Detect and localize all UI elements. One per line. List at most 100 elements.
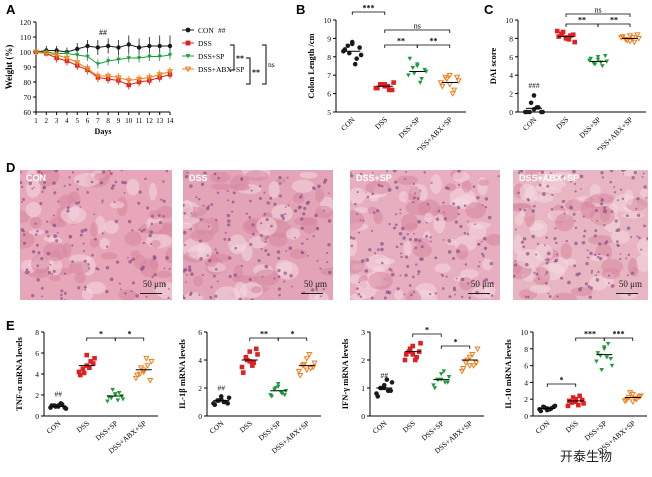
tissue-nucleus xyxy=(277,268,281,273)
tissue-nucleus xyxy=(130,258,133,261)
x-tick-label: DSS xyxy=(373,115,389,131)
tissue-nucleus xyxy=(277,256,280,260)
data-point xyxy=(528,100,534,106)
tissue-nucleus xyxy=(626,274,629,277)
tissue-nucleus xyxy=(207,205,210,208)
tissue-cell xyxy=(640,188,648,198)
tissue-nucleus xyxy=(613,186,616,188)
tissue-nucleus xyxy=(151,275,154,279)
tissue-nucleus xyxy=(380,184,384,188)
tissue-nucleus xyxy=(39,202,43,206)
data-point xyxy=(92,355,97,361)
tissue-nucleus xyxy=(425,221,428,224)
tissue-nucleus xyxy=(167,288,170,290)
tissue-cell xyxy=(375,258,396,265)
tissue-nucleus xyxy=(186,171,189,174)
data-point xyxy=(250,363,255,368)
data-point xyxy=(75,46,80,52)
data-point xyxy=(402,357,408,363)
data-point xyxy=(349,39,355,45)
data-point xyxy=(538,109,544,115)
tissue-cell xyxy=(514,214,524,226)
data-point xyxy=(167,43,173,49)
tissue-cell xyxy=(433,214,446,234)
tissue-nucleus xyxy=(114,180,118,184)
tissue-nucleus xyxy=(513,274,516,278)
tissue-nucleus xyxy=(210,286,213,289)
data-point xyxy=(90,361,96,366)
data-point xyxy=(76,369,82,375)
x-tick-label: DSS+ABX+SP xyxy=(415,115,454,150)
tissue-nucleus xyxy=(426,202,430,206)
x-tick-label: 7 xyxy=(96,117,100,125)
tissue-nucleus xyxy=(41,295,44,298)
tissue-nucleus xyxy=(445,275,448,278)
data-point xyxy=(581,401,586,406)
tissue-nucleus xyxy=(210,203,214,206)
tissue-nucleus xyxy=(327,243,331,247)
tissue-cell xyxy=(155,282,172,299)
tissue-nucleus xyxy=(350,244,354,248)
tissue-cell xyxy=(636,238,648,256)
data-point xyxy=(94,73,101,80)
tissue-nucleus xyxy=(481,252,484,256)
data-point xyxy=(85,43,90,49)
data-point xyxy=(255,352,260,357)
data-point xyxy=(568,33,573,38)
tissue-nucleus xyxy=(483,246,488,250)
data-point xyxy=(469,352,476,358)
y-tick-label: 8 xyxy=(524,345,528,354)
data-point xyxy=(126,42,131,47)
tissue-nucleus xyxy=(406,264,410,268)
tissue-cell xyxy=(60,206,87,224)
x-tick-label: 14 xyxy=(167,117,175,125)
data-point xyxy=(112,392,118,397)
data-point xyxy=(85,54,90,59)
tissue-nucleus xyxy=(350,174,354,178)
tissue-nucleus xyxy=(97,268,100,271)
y-tick-label: 0 xyxy=(524,412,528,421)
tissue-nucleus xyxy=(582,234,586,238)
tissue-nucleus xyxy=(300,251,304,254)
tissue-nucleus xyxy=(590,271,593,274)
data-point xyxy=(446,82,453,88)
tissue-nucleus xyxy=(54,170,59,173)
y-tick-label: 4 xyxy=(524,378,528,387)
y-tick-label: 10 xyxy=(521,328,529,337)
tissue-nucleus xyxy=(224,231,227,234)
data-point xyxy=(407,346,413,352)
tissue-nucleus xyxy=(413,291,416,294)
tissue-nucleus xyxy=(394,180,398,184)
data-point xyxy=(275,381,281,387)
tissue-nucleus xyxy=(603,207,606,211)
tissue-nucleus xyxy=(550,208,554,211)
tissue-nucleus xyxy=(645,196,648,199)
tissue-cell xyxy=(126,178,140,196)
data-point xyxy=(105,73,112,80)
tissue-nucleus xyxy=(264,240,267,244)
tissue-nucleus xyxy=(266,235,269,238)
tissue-nucleus xyxy=(640,248,643,251)
tissue-nucleus xyxy=(245,212,248,215)
tissue-nucleus xyxy=(20,180,23,184)
tissue-nucleus xyxy=(442,211,445,214)
tissue-nucleus xyxy=(208,258,212,263)
tissue-nucleus xyxy=(526,198,530,201)
y-tick-label: 2 xyxy=(524,395,528,404)
tissue-cell xyxy=(188,244,213,260)
tissue-nucleus xyxy=(93,213,96,216)
bracket-label: ** xyxy=(252,68,260,77)
bracket xyxy=(603,337,634,341)
significance-mark: ## xyxy=(218,384,226,393)
tissue-nucleus xyxy=(598,242,602,246)
bracket-label: ns xyxy=(594,6,601,15)
tissue-nucleus xyxy=(123,181,127,185)
tissue-nucleus xyxy=(463,204,467,207)
tissue-cell xyxy=(85,281,106,295)
data-point xyxy=(407,56,413,61)
data-point xyxy=(403,352,409,357)
tissue-nucleus xyxy=(327,219,332,223)
data-point xyxy=(446,374,452,380)
tissue-nucleus xyxy=(567,280,571,285)
y-tick-label: 8 xyxy=(35,328,39,337)
